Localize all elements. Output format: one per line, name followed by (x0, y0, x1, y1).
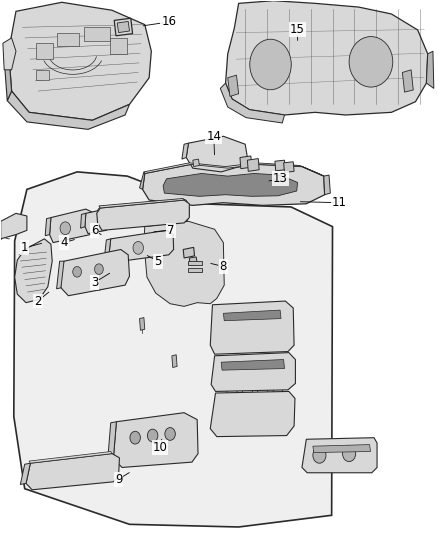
Polygon shape (313, 445, 371, 453)
Circle shape (313, 447, 326, 463)
Text: 7: 7 (167, 224, 175, 237)
Circle shape (133, 241, 144, 254)
Polygon shape (97, 200, 189, 230)
Polygon shape (324, 175, 330, 195)
Text: 11: 11 (332, 196, 346, 209)
Text: 5: 5 (154, 255, 162, 268)
Polygon shape (108, 422, 117, 461)
Polygon shape (35, 43, 53, 59)
Text: 14: 14 (206, 130, 221, 143)
Polygon shape (81, 213, 86, 228)
Polygon shape (4, 51, 12, 101)
Circle shape (165, 427, 175, 440)
Ellipse shape (349, 37, 393, 87)
Polygon shape (60, 249, 130, 296)
Polygon shape (186, 136, 247, 172)
Text: 9: 9 (115, 473, 122, 486)
Polygon shape (284, 162, 294, 172)
Bar (188, 261, 201, 265)
Polygon shape (20, 463, 30, 484)
Polygon shape (84, 27, 110, 41)
Polygon shape (85, 209, 110, 233)
Text: 2: 2 (34, 295, 42, 308)
Polygon shape (223, 310, 281, 321)
Polygon shape (226, 1, 427, 115)
Polygon shape (1, 213, 27, 239)
Polygon shape (302, 438, 377, 473)
Text: 10: 10 (152, 441, 167, 454)
Ellipse shape (250, 39, 291, 90)
Text: 4: 4 (60, 236, 68, 249)
Circle shape (95, 264, 103, 274)
Polygon shape (211, 353, 295, 391)
Polygon shape (183, 247, 194, 258)
Circle shape (73, 266, 81, 277)
Polygon shape (403, 70, 413, 92)
Polygon shape (275, 160, 286, 171)
Text: 6: 6 (91, 224, 98, 237)
Circle shape (148, 429, 158, 442)
Polygon shape (144, 163, 324, 176)
Polygon shape (163, 173, 297, 196)
Polygon shape (113, 413, 198, 467)
Polygon shape (45, 217, 51, 236)
Bar (188, 268, 201, 272)
Polygon shape (140, 318, 145, 330)
Polygon shape (57, 33, 79, 46)
Polygon shape (193, 159, 199, 166)
Polygon shape (29, 451, 112, 463)
Text: 15: 15 (290, 23, 305, 36)
Polygon shape (220, 83, 285, 123)
Text: 3: 3 (91, 276, 98, 289)
Polygon shape (240, 156, 252, 168)
Circle shape (60, 222, 71, 235)
Polygon shape (117, 21, 130, 33)
Polygon shape (228, 75, 239, 96)
Text: 1: 1 (21, 241, 28, 254)
Polygon shape (26, 454, 120, 490)
Polygon shape (35, 70, 49, 80)
Polygon shape (14, 172, 332, 527)
Polygon shape (247, 159, 259, 171)
Polygon shape (99, 198, 184, 208)
Text: 16: 16 (161, 15, 176, 28)
Polygon shape (182, 143, 188, 159)
Polygon shape (143, 165, 325, 205)
Polygon shape (105, 239, 111, 256)
Text: 8: 8 (220, 260, 227, 273)
Polygon shape (57, 261, 64, 289)
Polygon shape (14, 239, 52, 303)
Polygon shape (110, 38, 127, 54)
Circle shape (343, 446, 356, 462)
Text: 13: 13 (273, 172, 288, 185)
Polygon shape (210, 391, 295, 437)
Polygon shape (3, 38, 16, 70)
Polygon shape (109, 230, 173, 262)
Polygon shape (49, 209, 93, 243)
Polygon shape (426, 51, 434, 88)
Polygon shape (7, 91, 130, 130)
Polygon shape (189, 257, 197, 265)
Polygon shape (9, 2, 151, 120)
Polygon shape (221, 360, 285, 370)
Polygon shape (172, 355, 177, 368)
Polygon shape (144, 221, 224, 306)
Polygon shape (114, 18, 133, 36)
Polygon shape (210, 301, 294, 354)
Polygon shape (140, 172, 145, 189)
Circle shape (130, 431, 141, 444)
